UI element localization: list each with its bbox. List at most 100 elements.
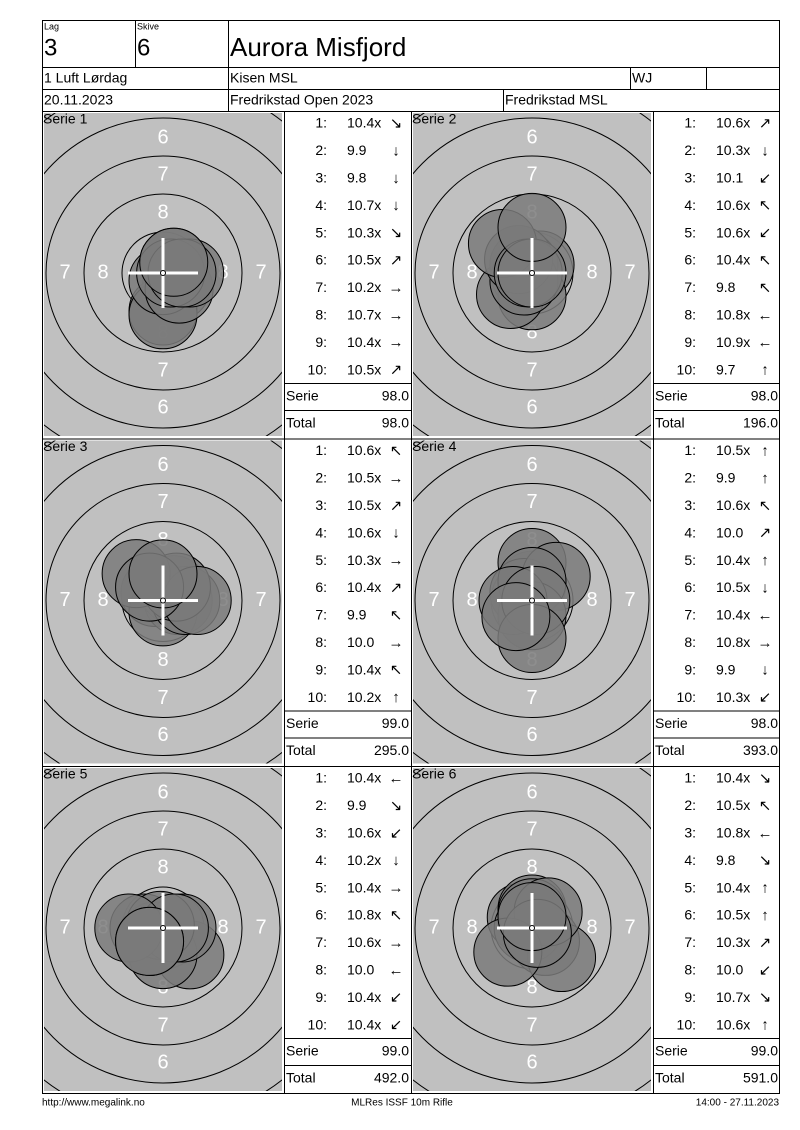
shot-direction: ↑ bbox=[761, 362, 769, 379]
shot-score: 10.1 bbox=[716, 170, 743, 186]
date: 20.11.2023 bbox=[44, 92, 113, 108]
serie-score: 99.0 bbox=[382, 715, 409, 731]
shot-direction: ↓ bbox=[392, 525, 400, 542]
total-label: Total bbox=[655, 742, 685, 758]
shot-number: 2: bbox=[684, 142, 696, 158]
shot-score: 10.6x bbox=[716, 224, 750, 240]
ring bbox=[83, 848, 243, 1008]
ring-label: 6 bbox=[157, 126, 168, 148]
ring-label: 6 bbox=[157, 454, 168, 476]
shot-number: 4: bbox=[684, 852, 696, 868]
shot-number: 9: bbox=[684, 989, 696, 1005]
total-label: Total bbox=[655, 415, 685, 431]
shot-number: 10: bbox=[677, 361, 696, 377]
serie-score: 98.0 bbox=[751, 388, 778, 404]
shot-score: 10.6x bbox=[716, 115, 750, 131]
ring-label: 8 bbox=[97, 261, 108, 283]
ring bbox=[414, 483, 650, 718]
ring-label: 6 bbox=[526, 454, 537, 476]
ring-label: 8 bbox=[157, 649, 168, 671]
shot-direction: ↖ bbox=[759, 497, 772, 514]
shot-number: 7: bbox=[684, 607, 696, 623]
header-lines bbox=[42, 20, 780, 112]
shot-direction: → bbox=[758, 634, 773, 651]
ring-label: 7 bbox=[624, 589, 635, 611]
class: 1 Luft Lørdag bbox=[44, 70, 127, 86]
shot-number: 8: bbox=[684, 634, 696, 650]
ring-label: 7 bbox=[157, 163, 168, 185]
shot-number: 5: bbox=[684, 552, 696, 568]
shot-score: 10.5x bbox=[347, 497, 381, 513]
shot-direction: ↓ bbox=[392, 197, 400, 214]
shot-score: 10.5x bbox=[716, 579, 750, 595]
shot-score: 9.8 bbox=[716, 279, 736, 295]
shot-score: 10.5x bbox=[716, 797, 750, 813]
shot-direction: ↙ bbox=[759, 962, 772, 979]
shot-score: 10.4x bbox=[347, 661, 381, 677]
shot-direction: → bbox=[389, 470, 404, 487]
event: Fredrikstad Open 2023 bbox=[230, 92, 373, 108]
shot-direction: ↖ bbox=[390, 907, 403, 924]
shot-score: 10.6x bbox=[347, 524, 381, 540]
shot-direction: ← bbox=[389, 770, 404, 787]
series-title: Serie 4 bbox=[412, 438, 457, 454]
shot-direction: ↑ bbox=[761, 1017, 769, 1034]
shot-direction: ↘ bbox=[759, 852, 772, 869]
ring-label: 6 bbox=[526, 126, 537, 148]
shot-number: 9: bbox=[684, 661, 696, 677]
shot-direction: ↘ bbox=[759, 770, 772, 787]
shot-direction: → bbox=[389, 334, 404, 351]
shot-number: 2: bbox=[315, 797, 327, 813]
shot-direction: ↓ bbox=[761, 579, 769, 596]
shot-score: 10.0 bbox=[347, 634, 374, 650]
ring-label: 7 bbox=[157, 491, 168, 513]
ring-label: 8 bbox=[466, 589, 477, 611]
shot-score: 10.3x bbox=[347, 552, 381, 568]
shot-number: 8: bbox=[315, 962, 327, 978]
shot-score: 10.7x bbox=[716, 989, 750, 1005]
shot-number: 8: bbox=[315, 307, 327, 323]
serie-label: Serie bbox=[655, 388, 688, 404]
ring-label: 8 bbox=[466, 261, 477, 283]
shot-score: 10.6x bbox=[716, 197, 750, 213]
ring-label: 7 bbox=[157, 359, 168, 381]
ring bbox=[45, 483, 281, 718]
shot-score: 9.9 bbox=[347, 797, 367, 813]
shot-score: 10.6x bbox=[347, 934, 381, 950]
shot-direction: ← bbox=[758, 825, 773, 842]
ring-label: 6 bbox=[526, 724, 537, 746]
ring-label: 8 bbox=[217, 916, 228, 938]
shot-number: 3: bbox=[684, 497, 696, 513]
ring-label: 7 bbox=[157, 1014, 168, 1036]
footer-center: MLRes ISSF 10m Rifle bbox=[351, 1098, 453, 1109]
ring-label: 7 bbox=[255, 261, 266, 283]
shot-direction: ← bbox=[758, 334, 773, 351]
shot-direction: ↗ bbox=[759, 934, 772, 951]
shot-score: 10.0 bbox=[347, 962, 374, 978]
shot-direction: → bbox=[389, 552, 404, 569]
shot-score: 10.2x bbox=[347, 852, 381, 868]
ring-label: 7 bbox=[526, 359, 537, 381]
shot-direction: ↙ bbox=[759, 225, 772, 242]
ring-label: 7 bbox=[157, 818, 168, 840]
ring-label: 7 bbox=[59, 261, 70, 283]
shot-direction: ↖ bbox=[759, 252, 772, 269]
shot-direction: ↖ bbox=[759, 197, 772, 214]
serie-label: Serie bbox=[655, 1043, 688, 1059]
shot-score: 10.4x bbox=[347, 579, 381, 595]
shot-score: 10.5x bbox=[716, 907, 750, 923]
shot-direction: → bbox=[389, 307, 404, 324]
shot-direction: ↖ bbox=[390, 607, 403, 624]
shot-number: 1: bbox=[315, 115, 327, 131]
shot-direction: ↑ bbox=[761, 907, 769, 924]
shot-direction: ↑ bbox=[761, 442, 769, 459]
total-label: Total bbox=[286, 415, 316, 431]
ring-label: 8 bbox=[466, 916, 477, 938]
shot-score: 10.5x bbox=[347, 470, 381, 486]
serie-score: 99.0 bbox=[751, 1043, 778, 1059]
shot-number: 2: bbox=[684, 470, 696, 486]
shot-direction: ← bbox=[758, 607, 773, 624]
